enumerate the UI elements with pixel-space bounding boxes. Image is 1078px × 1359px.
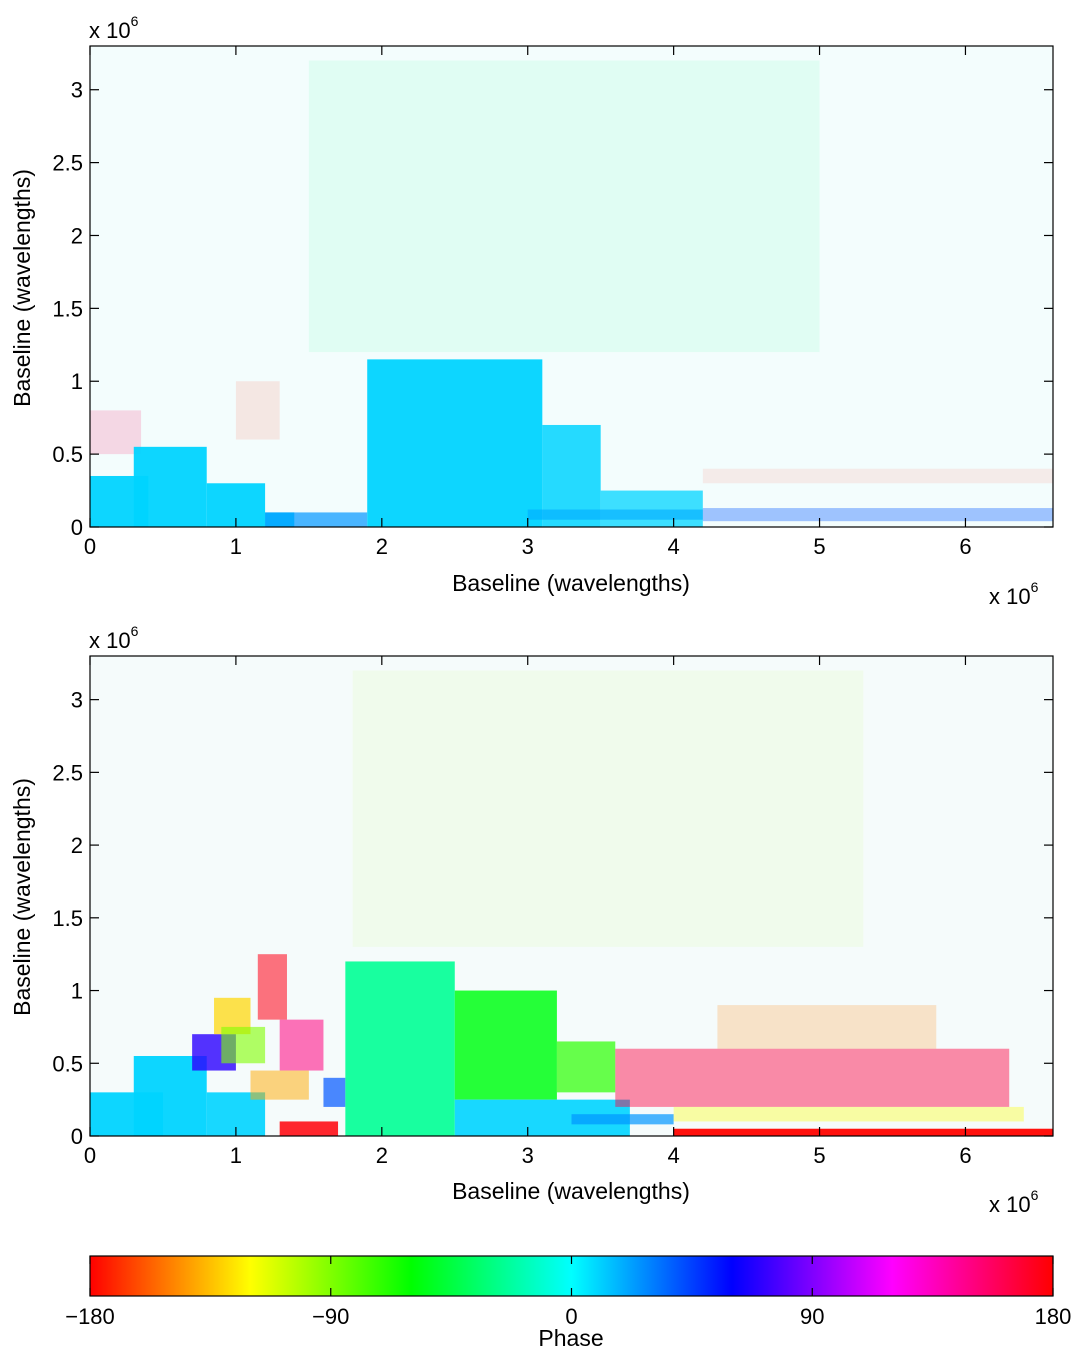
top-heatmap-cell xyxy=(235,381,280,440)
top-x-tick-label: 3 xyxy=(522,534,534,559)
colorbar-tick-label: −90 xyxy=(312,1304,349,1329)
top-heatmap-cell xyxy=(90,410,142,455)
bottom-heatmap-cell xyxy=(615,1048,1010,1107)
colorbar-tick-label: −180 xyxy=(65,1304,115,1329)
bottom-heatmap-cell xyxy=(279,1019,324,1071)
bottom-y-tick-label: 1.5 xyxy=(52,906,83,931)
top-x-tick-label: 5 xyxy=(813,534,825,559)
colorbar: −180 −90 0 90 180 Phase xyxy=(65,1255,1071,1351)
top-heatmap-cell xyxy=(367,359,543,527)
bottom-heatmap-cell xyxy=(673,1128,1053,1136)
top-x-tick-label: 2 xyxy=(376,534,388,559)
top-x-tick-label: 1 xyxy=(230,534,242,559)
top-panel: 0 1 2 3 4 5 6 0 0.5 1 1.5 2 2.5 3 Baseline (waveleng… xyxy=(9,13,1054,609)
top-y-multiplier: x 106 xyxy=(89,13,139,43)
top-x-ticks: 0 1 2 3 4 5 6 xyxy=(84,46,972,559)
bottom-y-tick-label: 2 xyxy=(71,833,83,858)
bottom-x-tick-label: 3 xyxy=(522,1143,534,1168)
top-heatmap-cell xyxy=(600,490,703,527)
top-y-tick-label: 2.5 xyxy=(52,151,83,176)
top-heatmap-cell xyxy=(133,446,207,527)
bottom-panel: 0 1 2 3 4 5 6 0 0.5 1 1.5 2 2.5 3 Baseline (waveleng… xyxy=(9,623,1054,1217)
bottom-heatmap-cell xyxy=(352,670,864,947)
colorbar-tick-label: 180 xyxy=(1035,1304,1072,1329)
top-heatmap-cells xyxy=(90,60,1053,527)
colorbar-ticks: −180 −90 0 90 180 xyxy=(65,1256,1071,1329)
bottom-y-tick-label: 3 xyxy=(71,688,83,713)
bottom-heatmap-cells xyxy=(90,670,1053,1136)
bottom-x-tick-label: 5 xyxy=(813,1143,825,1168)
top-x-axis-label: Baseline (wavelengths) xyxy=(452,570,690,596)
top-x-tick-label: 0 xyxy=(84,534,96,559)
top-y-axis-label: Baseline (wavelengths) xyxy=(9,169,35,407)
bottom-x-tick-label: 0 xyxy=(84,1143,96,1168)
bottom-y-tick-label: 0.5 xyxy=(52,1051,83,1076)
bottom-y-ticks: 0 0.5 1 1.5 2 2.5 3 xyxy=(52,688,1053,1149)
top-y-tick-label: 1.5 xyxy=(52,296,83,321)
bottom-x-tick-label: 2 xyxy=(376,1143,388,1168)
bottom-x-tick-label: 4 xyxy=(668,1143,680,1168)
top-plot-frame xyxy=(89,45,1054,528)
top-y-tick-label: 3 xyxy=(71,78,83,103)
bottom-y-tick-label: 0 xyxy=(71,1124,83,1149)
top-heatmap-cell xyxy=(702,468,1053,484)
top-y-tick-label: 1 xyxy=(71,369,83,394)
top-x-multiplier: x 106 xyxy=(989,579,1039,609)
bottom-heatmap-cell xyxy=(345,961,455,1136)
top-heatmap-cell xyxy=(527,509,703,520)
top-heatmap-cell xyxy=(308,60,820,353)
top-y-tick-label: 0 xyxy=(71,515,83,540)
bottom-y-tick-label: 1 xyxy=(71,979,83,1004)
top-y-ticks: 0 0.5 1 1.5 2 2.5 3 xyxy=(52,78,1053,540)
bottom-x-tick-label: 1 xyxy=(230,1143,242,1168)
bottom-heatmap-cell xyxy=(571,1114,674,1125)
bottom-heatmap-cell xyxy=(323,1077,346,1107)
top-x-tick-label: 6 xyxy=(959,534,971,559)
top-y-tick-label: 0.5 xyxy=(52,442,83,467)
top-heatmap-cell xyxy=(702,508,1053,522)
bottom-heatmap-cell xyxy=(257,954,287,1020)
bottom-plot-frame xyxy=(89,655,1054,1137)
bottom-heatmap-cell xyxy=(279,1121,339,1136)
colorbar-label: Phase xyxy=(538,1325,603,1351)
bottom-x-multiplier: x 106 xyxy=(989,1187,1039,1217)
bottom-y-tick-label: 2.5 xyxy=(52,760,83,785)
bottom-heatmap-cell xyxy=(556,1041,616,1093)
bottom-x-tick-label: 6 xyxy=(959,1143,971,1168)
bottom-x-axis-label: Baseline (wavelengths) xyxy=(452,1178,690,1204)
bottom-heatmap-cell xyxy=(673,1106,1024,1122)
colorbar-tick-label: 90 xyxy=(800,1304,824,1329)
bottom-heatmap-cell xyxy=(717,1005,937,1049)
bottom-heatmap-cell xyxy=(221,1026,266,1064)
top-y-tick-label: 2 xyxy=(71,223,83,248)
bottom-y-multiplier: x 106 xyxy=(89,623,139,653)
bottom-heatmap-cell xyxy=(454,990,557,1100)
top-x-tick-label: 4 xyxy=(668,534,680,559)
bottom-y-axis-label: Baseline (wavelengths) xyxy=(9,778,35,1016)
bottom-x-ticks: 0 1 2 3 4 5 6 xyxy=(84,656,972,1168)
colorbar-tick-label: 0 xyxy=(565,1304,577,1329)
top-heatmap-cell xyxy=(265,512,295,527)
bottom-heatmap-cell xyxy=(250,1070,309,1100)
